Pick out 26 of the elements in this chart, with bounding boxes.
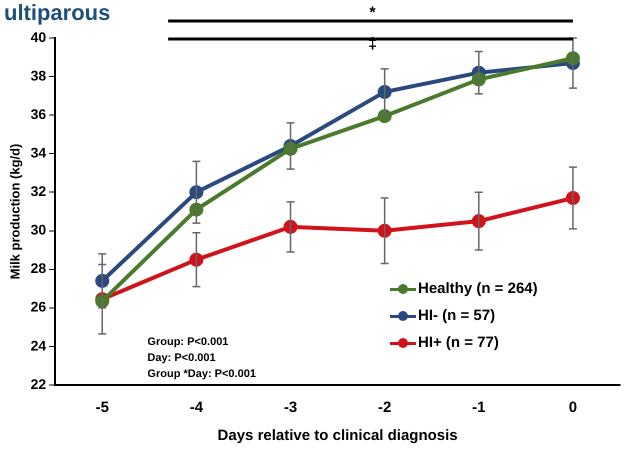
annotation: Day: P<0.001 <box>147 352 216 364</box>
text: * <box>369 4 376 22</box>
x-tick-label: -4 <box>190 399 204 416</box>
y-tick-label: 38 <box>30 67 46 84</box>
legend-label: Healthy (n = 264) <box>418 280 538 297</box>
y-tick-label: 30 <box>30 222 46 238</box>
x-tick-label: -2 <box>378 399 392 416</box>
y-tick-label: 28 <box>30 260 46 276</box>
y-tick-label: 26 <box>30 298 46 315</box>
x-tick-label: -5 <box>96 399 109 416</box>
y-tick-label: 34 <box>30 144 46 161</box>
annotation: Group: P<0.001 <box>147 336 228 348</box>
chart-title: ultiparous <box>4 0 110 26</box>
legend-label: HI- (n = 57) <box>418 307 496 324</box>
x-tick-label: -3 <box>284 399 298 416</box>
x-tick-label: -1 <box>472 399 486 416</box>
y-tick-label: 24 <box>30 337 46 354</box>
y-tick-label: 22 <box>30 376 46 392</box>
y-tick-label: 32 <box>30 183 46 200</box>
x-axis-title: Days relative to clinical diagnosis <box>218 427 458 444</box>
y-tick-label: 40 <box>30 28 46 45</box>
y-tick-label: 36 <box>30 106 46 122</box>
y-axis-title: Milk production (kg/d) <box>7 144 22 280</box>
x-tick-label: 0 <box>568 399 578 416</box>
legend-label: HI+ (n = 77) <box>418 334 499 351</box>
annotation: Group *Day: P<0.001 <box>147 368 256 380</box>
